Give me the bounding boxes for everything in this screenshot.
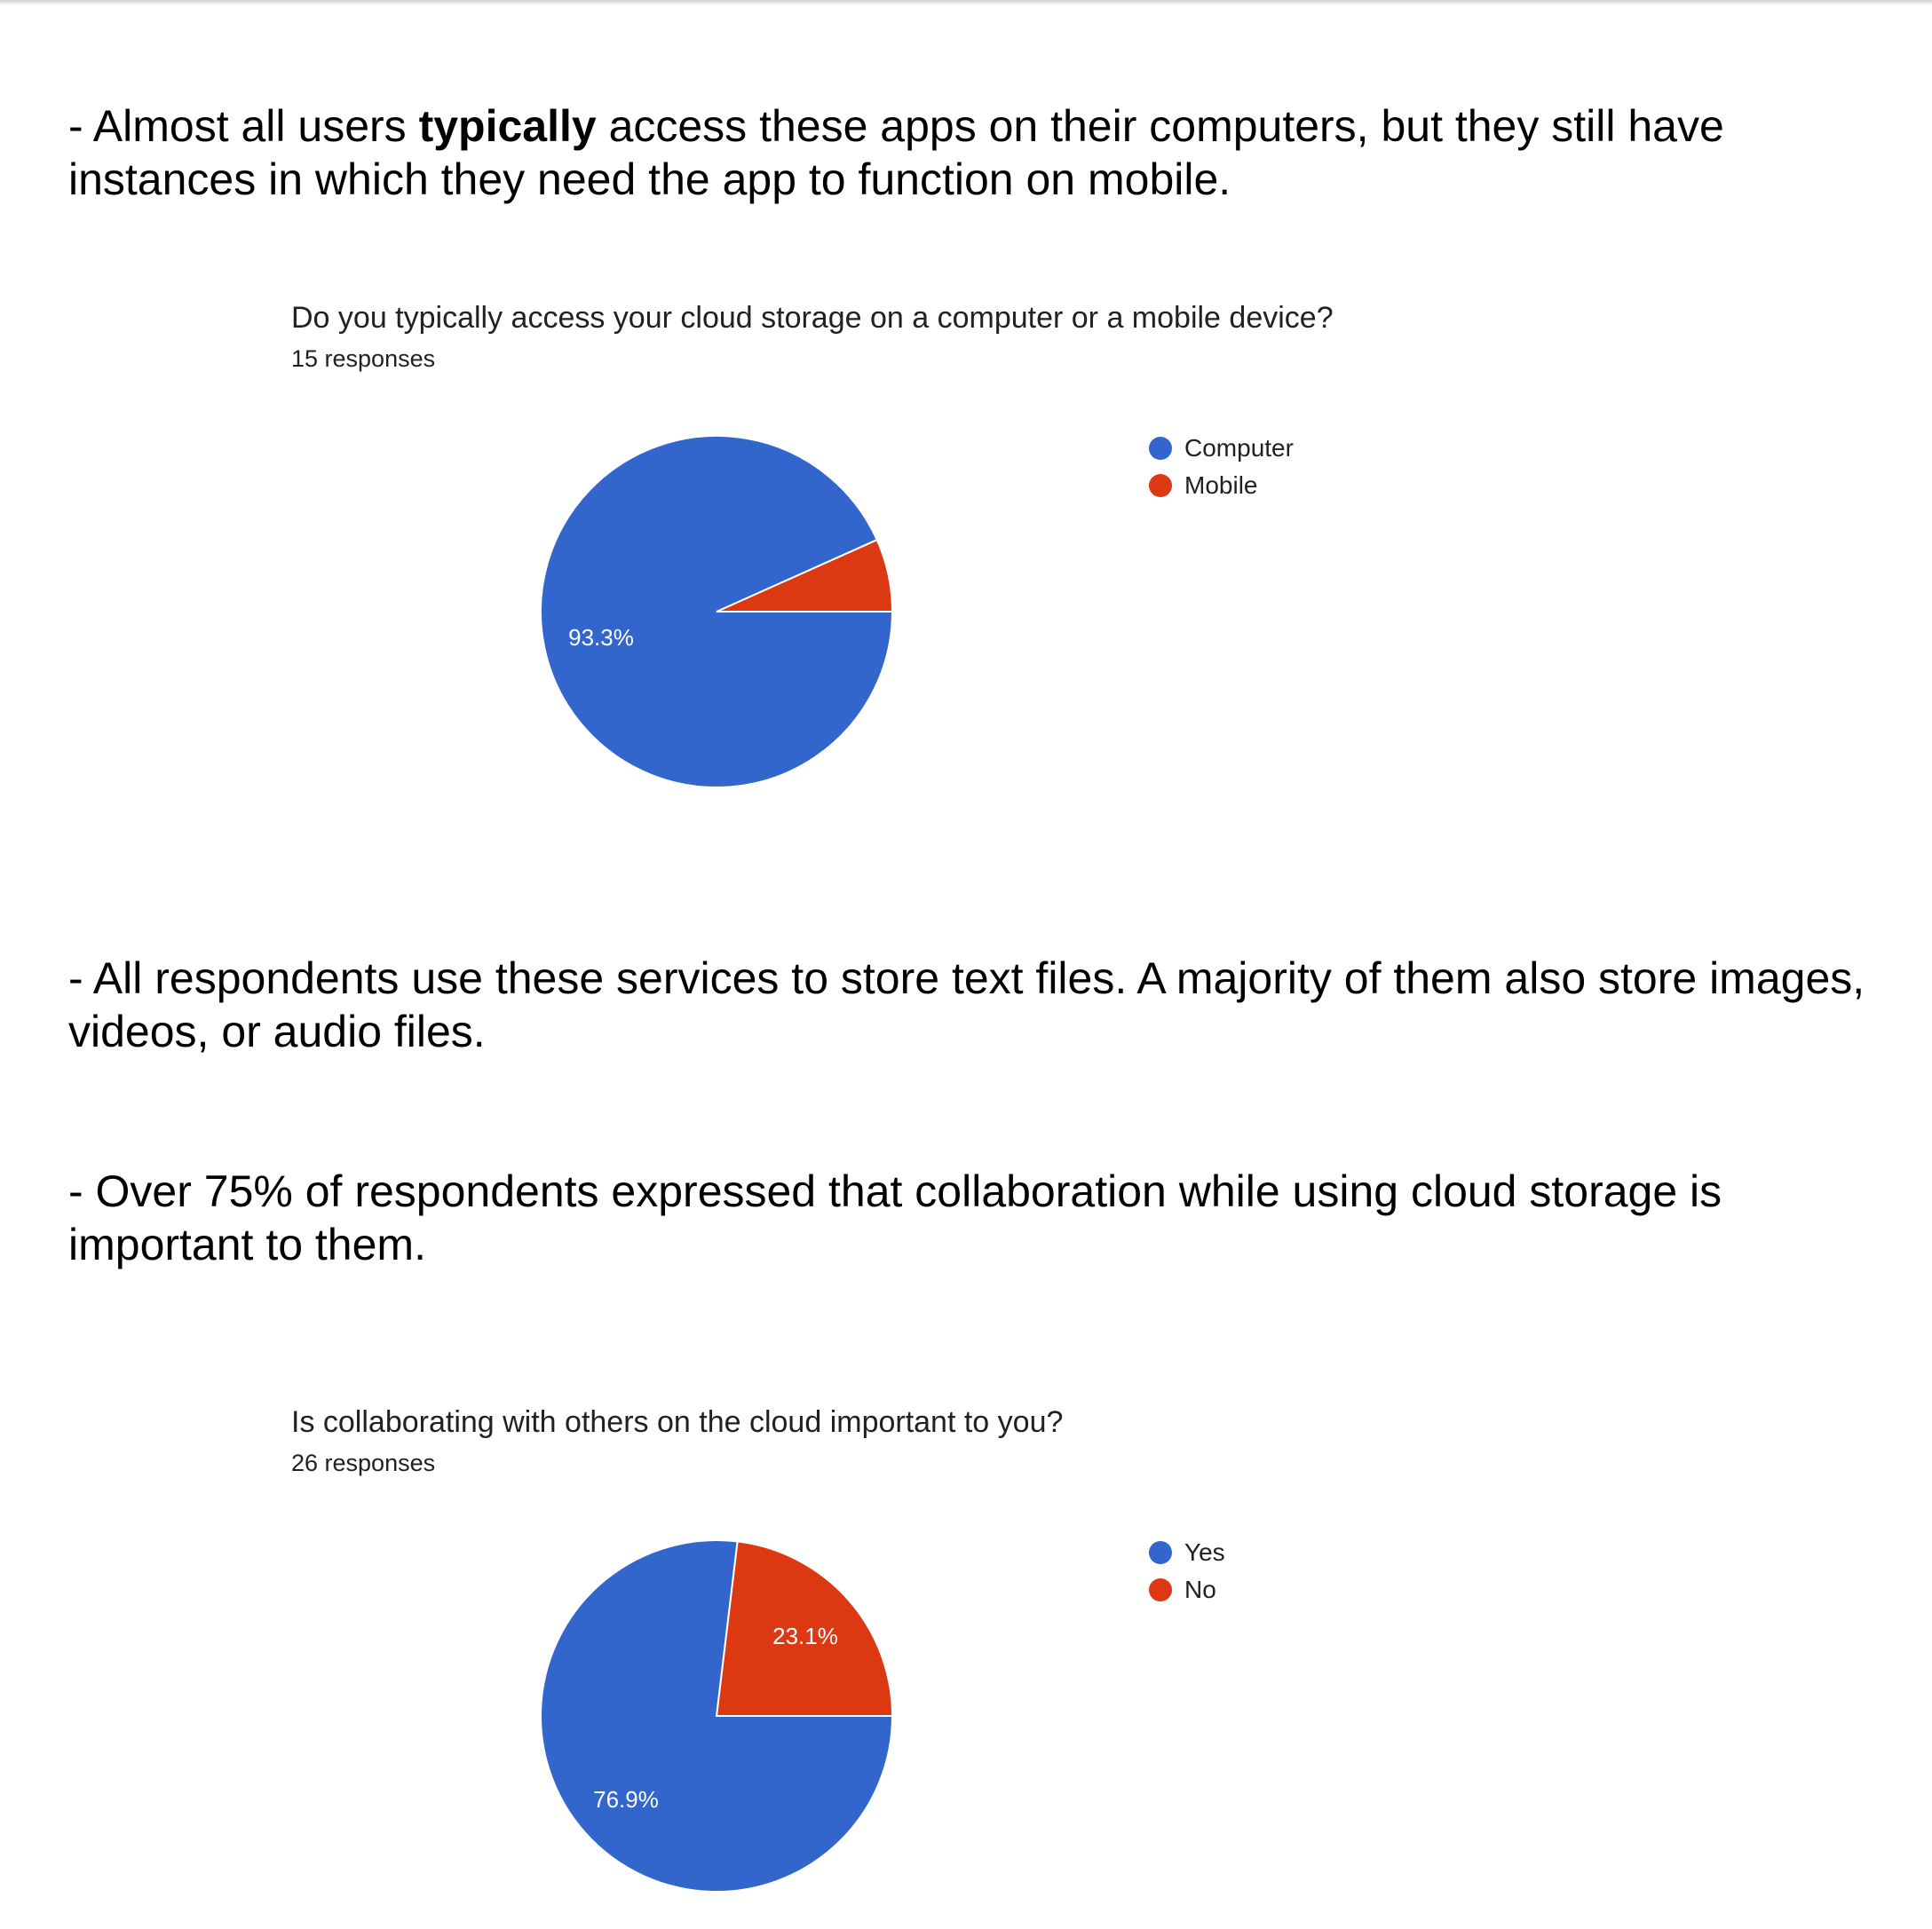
legend-dot-yes	[1149, 1541, 1172, 1564]
chart-title: Is collaborating with others on the clou…	[291, 1405, 1064, 1439]
p1-suffix: access these apps on their computers, bu…	[68, 101, 1724, 204]
pie-slice-computer	[540, 435, 894, 788]
legend-item-mobile: Mobile	[1149, 467, 1294, 504]
pie-slice-yes	[540, 1539, 894, 1893]
legend-item-computer: Computer	[1149, 430, 1294, 467]
legend-item-yes: Yes	[1149, 1534, 1225, 1571]
pie-label-no: 23.1%	[772, 1623, 838, 1649]
legend-dot-mobile	[1149, 474, 1172, 497]
legend-item-no: No	[1149, 1571, 1225, 1609]
paragraph-collaboration: - Over 75% of respondents expressed that…	[68, 1166, 1722, 1269]
legend-label-no: No	[1184, 1576, 1216, 1603]
paragraph-device-access: - Almost all users typically access thes…	[68, 99, 1888, 206]
p1-prefix: - Almost all users	[68, 101, 419, 151]
top-border	[0, 0, 1932, 5]
legend-label-computer: Computer	[1184, 434, 1294, 462]
pie-chart-collaboration: 23.1% 76.9%	[540, 1539, 894, 1893]
pie-slice-no	[715, 1540, 894, 1717]
pie-label-yes: 76.9%	[593, 1786, 659, 1813]
p1-bold: typically	[418, 101, 597, 151]
paragraph-file-types: - All respondents use these services to …	[68, 953, 1865, 1056]
legend: Computer Mobile	[1149, 430, 1294, 504]
legend: Yes No	[1149, 1534, 1225, 1609]
chart-title: Do you typically access your cloud stora…	[291, 301, 1334, 335]
legend-dot-computer	[1149, 437, 1172, 460]
legend-dot-no	[1149, 1578, 1172, 1601]
chart-collaboration: Is collaborating with others on the clou…	[291, 1404, 1534, 1901]
legend-label-yes: Yes	[1184, 1538, 1225, 1566]
chart-device-access: Do you typically access your cloud stora…	[291, 300, 1534, 797]
chart-subtitle: 15 responses	[291, 345, 436, 372]
legend-label-mobile: Mobile	[1184, 471, 1258, 499]
chart-subtitle: 26 responses	[291, 1450, 436, 1476]
pie-chart-device-access: 93.3%	[540, 435, 894, 788]
pie-label-computer: 93.3%	[568, 624, 634, 651]
